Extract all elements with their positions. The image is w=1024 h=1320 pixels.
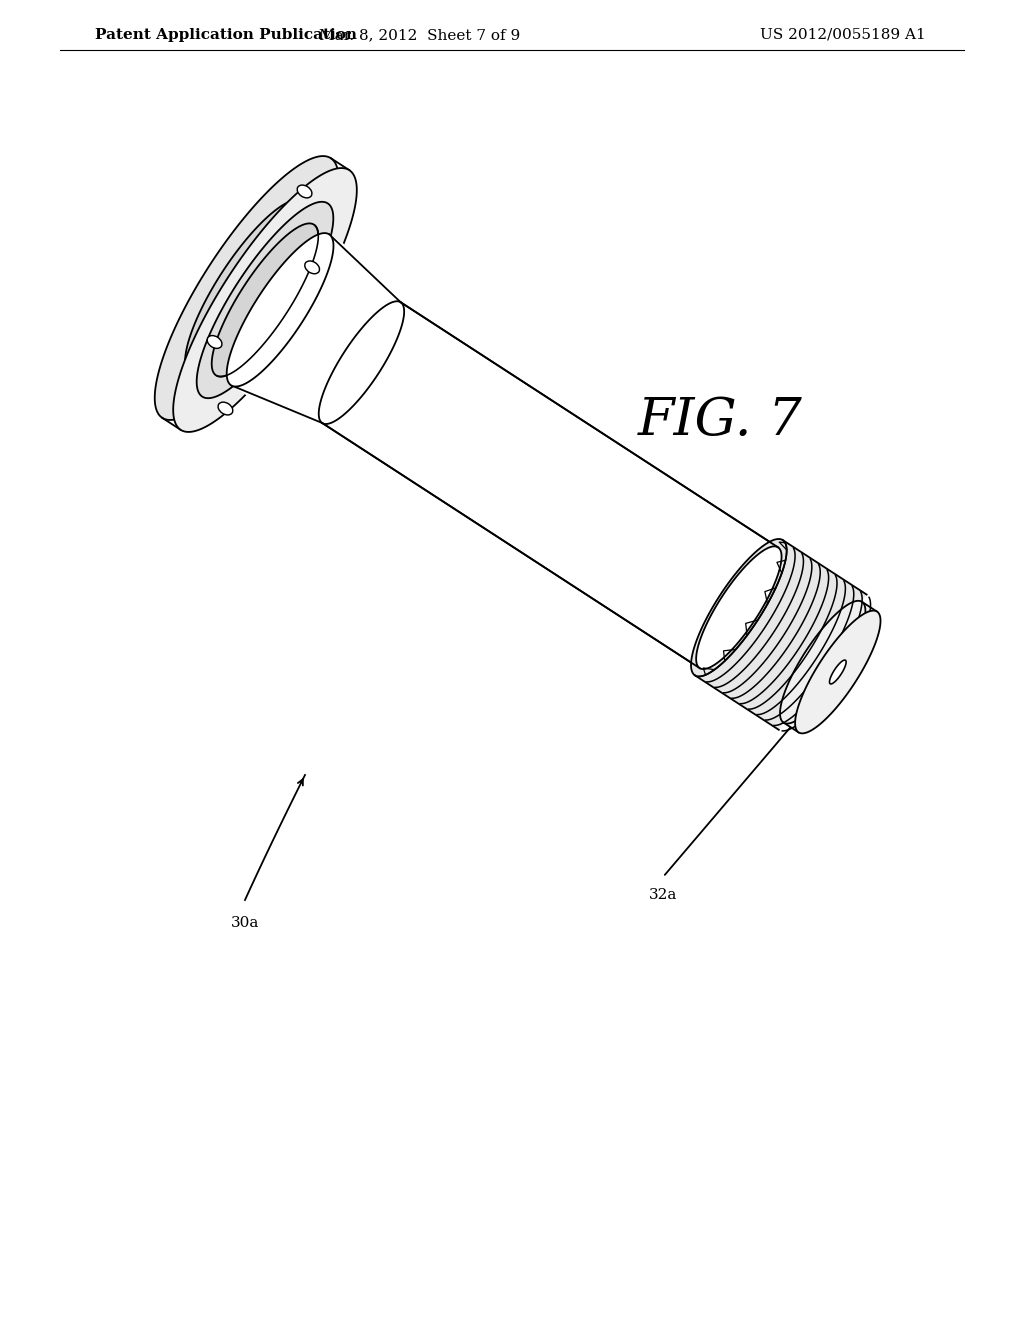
Ellipse shape	[207, 335, 222, 348]
Ellipse shape	[297, 185, 312, 198]
Polygon shape	[231, 235, 377, 416]
Polygon shape	[696, 546, 781, 669]
Polygon shape	[780, 601, 865, 723]
Polygon shape	[212, 223, 318, 376]
Polygon shape	[155, 156, 338, 420]
Text: FIG. 7: FIG. 7	[638, 395, 803, 446]
Polygon shape	[185, 199, 308, 376]
Text: Mar. 8, 2012  Sheet 7 of 9: Mar. 8, 2012 Sheet 7 of 9	[319, 28, 520, 42]
Text: 32a: 32a	[649, 888, 677, 902]
Text: 30a: 30a	[230, 916, 259, 931]
Polygon shape	[795, 611, 881, 734]
Polygon shape	[695, 540, 866, 730]
Polygon shape	[197, 202, 334, 399]
Polygon shape	[318, 301, 404, 424]
Polygon shape	[691, 539, 786, 676]
Text: 35: 35	[649, 550, 669, 565]
Polygon shape	[829, 660, 846, 684]
Text: Patent Application Publication: Patent Application Publication	[95, 28, 357, 42]
Polygon shape	[226, 234, 334, 387]
Ellipse shape	[305, 261, 319, 273]
Ellipse shape	[218, 403, 232, 414]
Polygon shape	[783, 602, 877, 733]
Polygon shape	[323, 302, 778, 668]
Polygon shape	[323, 302, 778, 668]
Text: US 2012/0055189 A1: US 2012/0055189 A1	[760, 28, 926, 42]
Polygon shape	[173, 168, 356, 432]
